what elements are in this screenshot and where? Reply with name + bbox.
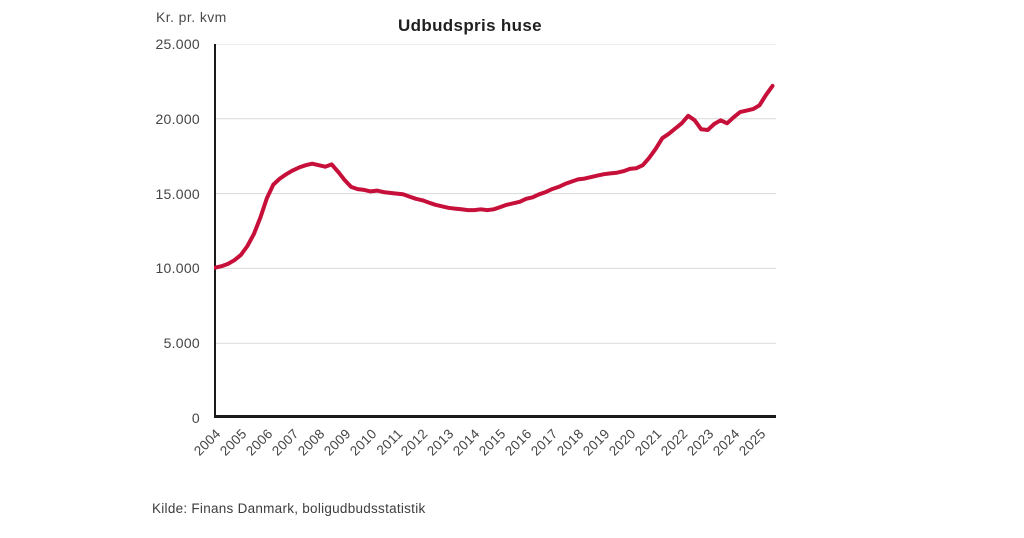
gridlines	[214, 44, 776, 344]
axes	[214, 44, 776, 418]
y-axis-unit-label: Kr. pr. kvm	[156, 9, 227, 25]
source-note: Kilde: Finans Danmark, boligudbudsstatis…	[152, 501, 426, 516]
plot-area	[214, 44, 776, 419]
y-tick-label: 5.000	[163, 335, 200, 352]
line-chart-svg	[214, 44, 776, 418]
y-tick-label: 25.000	[155, 36, 200, 52]
y-tick-label: 20.000	[155, 110, 200, 127]
y-tick-label: 10.000	[155, 260, 200, 277]
chart-title: Udbudspris huse	[398, 16, 542, 35]
price-line	[214, 83, 775, 270]
price-line-group	[214, 83, 775, 270]
y-tick-label: 15.000	[155, 185, 200, 202]
y-tick-label: 0	[191, 410, 200, 426]
